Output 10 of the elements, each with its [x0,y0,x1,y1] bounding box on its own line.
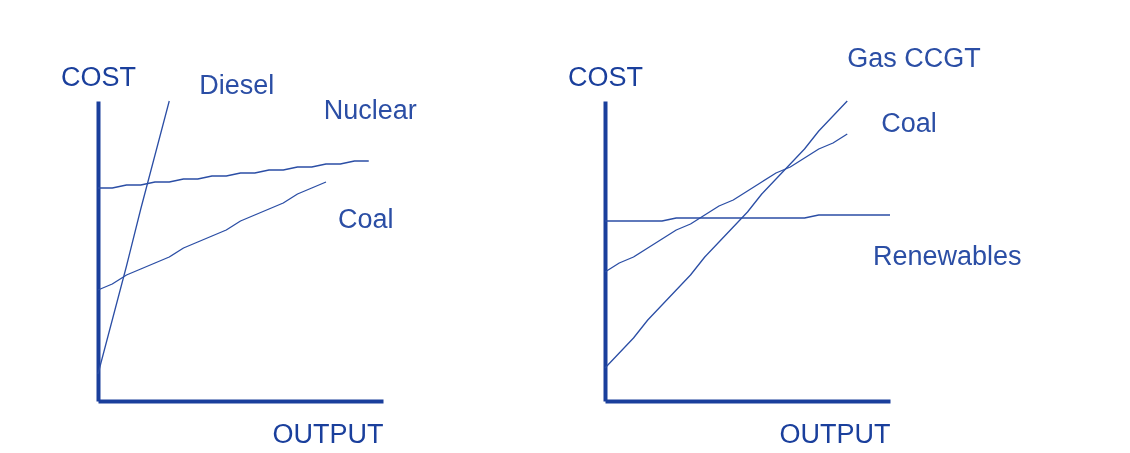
x-axis-title: OUTPUT [779,418,891,449]
series-label: Nuclear [323,95,417,125]
y-axis-title: COST [60,61,137,92]
series-label: Coal [338,204,394,234]
series-label: Renewables [873,241,1022,271]
series-label: Diesel [199,70,275,100]
y-axis-title: COST [567,61,644,92]
series-label: Gas CCGT [847,43,981,73]
x-axis-title: OUTPUT [272,418,384,449]
series-label: Coal [881,108,937,138]
